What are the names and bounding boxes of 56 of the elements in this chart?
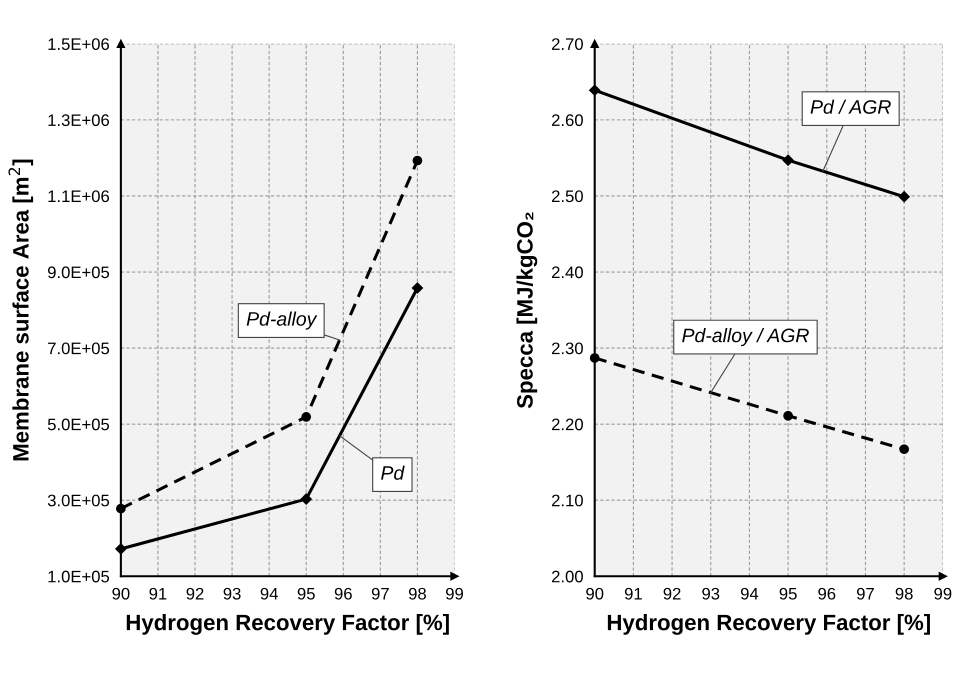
y-axis-title: Membrane surface Area [m$^{2}$] <box>8 160 34 460</box>
point <box>589 84 600 96</box>
x-tick-label: 97 <box>372 588 389 600</box>
x-tick-label: 93 <box>224 588 241 600</box>
x-tick-label: 90 <box>586 588 604 600</box>
point <box>412 282 424 294</box>
y-tick-label: 2.70 <box>552 38 583 50</box>
text: Pd <box>381 466 405 480</box>
x-tick-label: 96 <box>818 588 836 600</box>
point <box>782 154 794 166</box>
y-tick-label: 2.50 <box>552 190 583 202</box>
x-axis-title: Hydrogen Recovery Factor [%] <box>608 614 930 635</box>
y-tick-label: 5.0E+05 <box>48 418 110 430</box>
series-label: Pd-alloy / AGR <box>682 328 809 346</box>
x-tick-label: 98 <box>408 588 426 600</box>
x-tick-label: 95 <box>780 588 797 600</box>
x-tick-label: 91 <box>624 588 642 600</box>
y-tick-label: 7.0E+05 <box>48 342 110 354</box>
y-tick-label: 1.3E+06 <box>48 114 110 126</box>
x-tick-label: 94 <box>260 588 278 600</box>
point <box>116 504 126 514</box>
y-tick-label: 2.00 <box>552 570 583 582</box>
point <box>783 410 793 421</box>
text: Pd / AGR <box>810 100 891 114</box>
x-tick-label: 94 <box>740 588 758 600</box>
x-tick-label: 99 <box>934 588 952 600</box>
y-tick-label: 2.30 <box>552 342 583 354</box>
point <box>300 493 312 505</box>
y-tick-label: 1.0E+05 <box>48 570 110 582</box>
y-tick-label: 2.10 <box>552 494 583 506</box>
point <box>301 412 312 422</box>
y-tick-label: 3.0E+05 <box>48 494 110 506</box>
x-tick-label: 90 <box>112 588 130 600</box>
point <box>899 444 910 454</box>
point <box>590 353 600 363</box>
y-tick-label: 9.0E+05 <box>48 266 110 278</box>
x-tick-label: 91 <box>149 588 166 600</box>
x-tick-label: 96 <box>334 588 352 600</box>
x-tick-label: 99 <box>446 588 463 600</box>
y-tick-label: 2.20 <box>552 418 583 430</box>
point <box>898 191 910 202</box>
x-tick-label: 92 <box>186 588 204 600</box>
x-tick-label: 98 <box>896 588 913 600</box>
x-tick-label: 95 <box>298 588 315 600</box>
point <box>412 156 422 166</box>
y-tick-label: 1.1E+06 <box>48 190 110 202</box>
x-tick-label: 97 <box>856 588 874 600</box>
point <box>115 543 126 554</box>
y-axis-title: Specca [MJ/kgCO₂ <box>516 212 538 408</box>
y-tick-label: 1.5E+06 <box>48 38 110 50</box>
x-tick-label: 92 <box>664 588 680 600</box>
y-tick-label: 2.60 <box>552 114 583 126</box>
x-axis-title: Hydrogen Recovery Factor [%] <box>126 614 449 635</box>
y-tick-label: 2.40 <box>552 266 583 278</box>
series-label: Pd-alloy <box>246 312 318 330</box>
x-tick-label: 93 <box>702 588 720 600</box>
